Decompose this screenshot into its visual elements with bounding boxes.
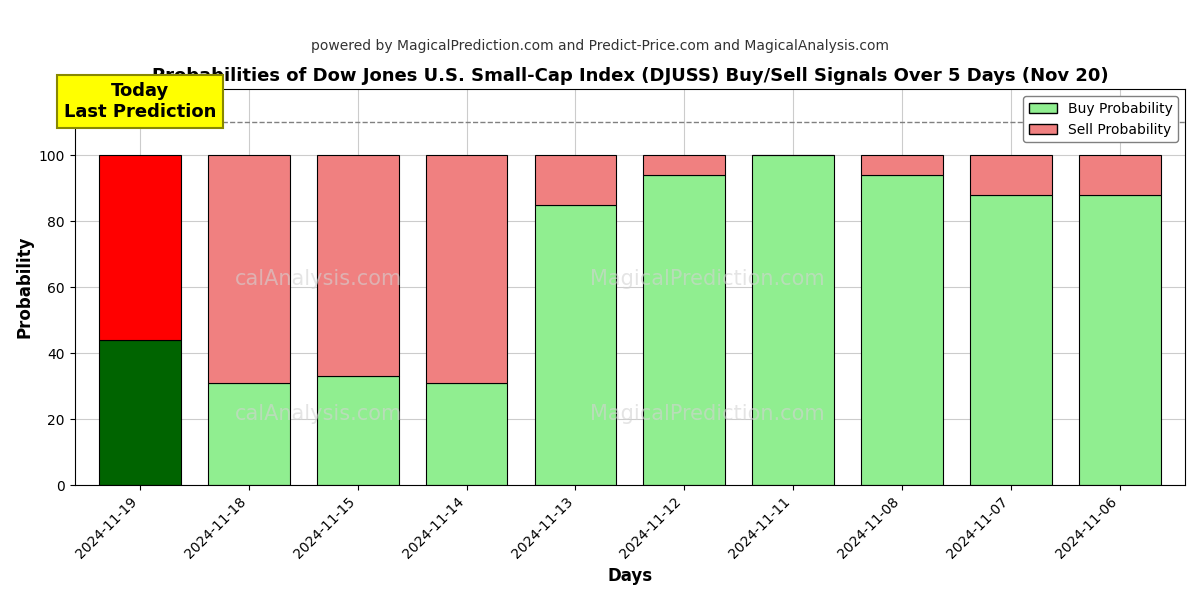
Bar	[1079, 155, 1160, 195]
Y-axis label: Probability: Probability	[16, 236, 34, 338]
Text: Today
Last Prediction: Today Last Prediction	[64, 82, 216, 121]
Text: MagicalPrediction.com: MagicalPrediction.com	[590, 404, 824, 424]
Bar	[970, 195, 1051, 485]
Bar	[100, 155, 181, 340]
Bar	[317, 376, 398, 485]
Bar	[862, 175, 943, 485]
Bar	[643, 155, 725, 175]
Bar	[534, 205, 617, 485]
Bar	[1079, 195, 1160, 485]
Bar	[208, 155, 289, 383]
Text: calAnalysis.com: calAnalysis.com	[235, 269, 402, 289]
Bar	[752, 155, 834, 485]
Bar	[534, 155, 617, 205]
X-axis label: Days: Days	[607, 567, 653, 585]
Bar	[643, 175, 725, 485]
Bar	[970, 155, 1051, 195]
Text: MagicalPrediction.com: MagicalPrediction.com	[590, 269, 824, 289]
Bar	[208, 383, 289, 485]
Legend: Buy Probability, Sell Probability: Buy Probability, Sell Probability	[1024, 96, 1178, 142]
Text: calAnalysis.com: calAnalysis.com	[235, 404, 402, 424]
Bar	[862, 155, 943, 175]
Title: Probabilities of Dow Jones U.S. Small-Cap Index (DJUSS) Buy/Sell Signals Over 5 : Probabilities of Dow Jones U.S. Small-Ca…	[151, 67, 1108, 85]
Bar	[100, 340, 181, 485]
Text: powered by MagicalPrediction.com and Predict-Price.com and MagicalAnalysis.com: powered by MagicalPrediction.com and Pre…	[311, 39, 889, 53]
Bar	[317, 155, 398, 376]
Bar	[426, 155, 508, 383]
Bar	[426, 383, 508, 485]
